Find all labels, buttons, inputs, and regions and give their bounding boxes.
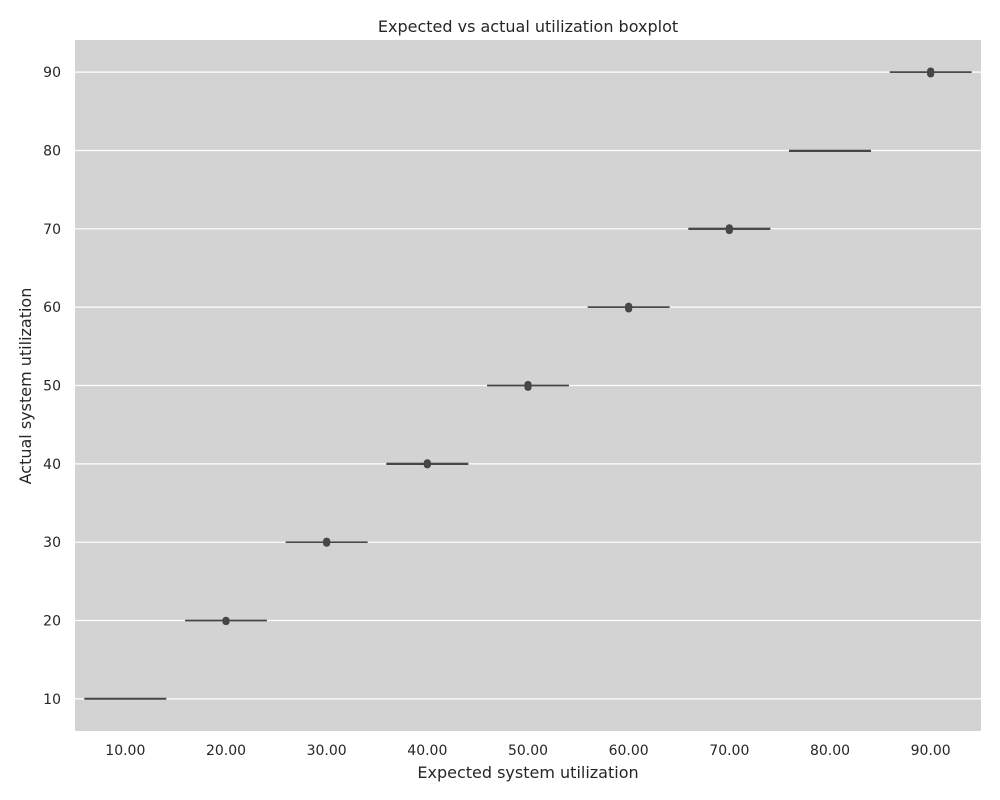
x-tick-label: 60.00 [609,743,649,759]
y-tick-label: 80 [43,143,61,159]
x-tick-label: 30.00 [307,743,347,759]
box-60.00 [587,302,670,313]
y-tick-label: 20 [43,614,61,630]
x-tick-label: 70.00 [709,743,749,759]
y-tick-label: 70 [43,222,61,238]
grid-lines [75,71,981,700]
outlier-point [625,302,633,309]
y-tick-label: 10 [43,692,61,708]
box-20.00 [184,616,268,626]
chart-title: Expected vs actual utilization boxplot [378,17,678,36]
y-tick-label: 60 [43,300,61,316]
y-axis-label: Actual system utilization [16,288,35,485]
x-tick-label: 20.00 [206,743,246,759]
outlier-point [323,537,331,544]
outlier-point [222,616,230,623]
box-50.00 [486,380,570,391]
box-40.00 [386,459,469,469]
y-tick-label: 90 [43,65,61,81]
x-tick-label: 40.00 [407,743,447,759]
box-30.00 [285,537,368,547]
x-axis-label: Expected system utilization [417,763,638,782]
box-90.00 [889,67,972,78]
x-tick-label: 90.00 [911,743,951,759]
outlier-point [927,67,935,74]
y-tick-label: 50 [43,379,61,395]
x-tick-label: 50.00 [508,743,548,759]
outlier-point [725,224,733,231]
outlier-point [524,380,532,387]
box-80.00 [788,149,872,152]
y-tick-label: 40 [43,457,61,473]
y-tick-labels: 10 20 30 40 50 60 70 80 90 [43,65,61,708]
box-70.00 [688,224,771,235]
x-tick-labels: 10.00 20.00 30.00 40.00 50.00 60.00 70.00 80.00… [105,743,950,759]
y-tick-label: 30 [43,535,61,551]
x-tick-label: 10.00 [105,743,145,759]
boxes [84,67,972,700]
x-tick-label: 80.00 [810,743,850,759]
outlier-point [423,459,431,466]
